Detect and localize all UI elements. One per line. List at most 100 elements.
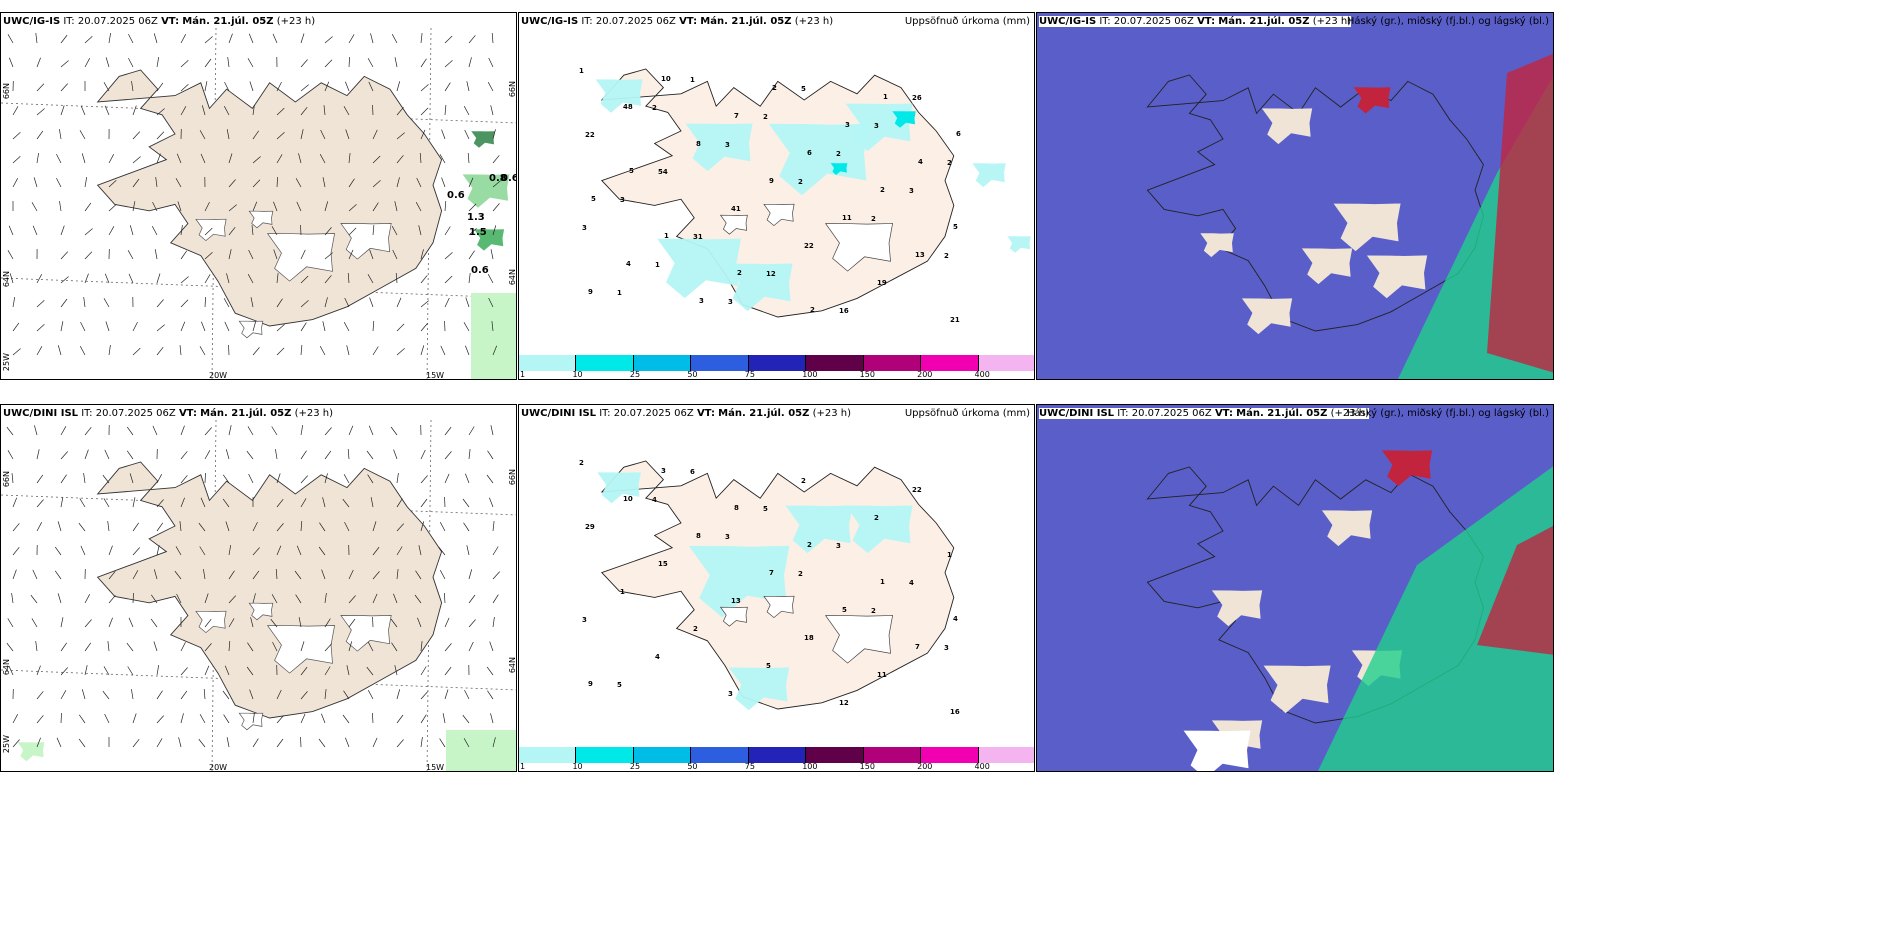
- wind-barb: [492, 571, 500, 580]
- colorbar-tick-label: 400: [974, 370, 990, 379]
- wind-barb: [80, 545, 86, 556]
- wind-barb: [7, 250, 14, 260]
- glacier: [195, 218, 227, 242]
- wind-barb: [468, 250, 475, 260]
- wind-barb: [468, 177, 474, 188]
- wind-barb: [203, 569, 206, 580]
- cloud-map[interactable]: [1037, 13, 1554, 380]
- iceland-land: [96, 69, 443, 327]
- wind-barb: [252, 713, 255, 724]
- wind-barb: [83, 297, 86, 308]
- panel-title: Uppsöfnuð úrkoma (mm): [904, 16, 1030, 27]
- panel-precip-top: UWC/IG-IS IT: 20.07.2025 06Z VT: Mán. 21…: [518, 12, 1035, 380]
- wind-barb: [465, 297, 470, 308]
- wind-barb: [300, 300, 309, 308]
- colorbar-tick-label: 400: [974, 762, 990, 771]
- precip-value-label: 9: [769, 177, 774, 185]
- precip-value-label: 19: [877, 279, 887, 287]
- wind-barb: [466, 545, 470, 556]
- wind-barb: [132, 321, 138, 332]
- wind-barb: [444, 666, 452, 676]
- wind-barb: [276, 298, 283, 308]
- wind-barb: [7, 34, 14, 44]
- wind-barb: [84, 251, 93, 260]
- wind-barb: [464, 129, 470, 140]
- wind-barb: [11, 593, 14, 604]
- wind-barb: [372, 616, 374, 628]
- wind-barb: [180, 225, 183, 236]
- wind-barb: [487, 274, 494, 284]
- wind-barb: [156, 346, 164, 356]
- precip-value-label: 5: [801, 85, 806, 93]
- precip-value-label: 2: [579, 459, 584, 467]
- wind-barb: [444, 496, 446, 508]
- wind-barb: [324, 81, 330, 92]
- wind-barb: [84, 426, 92, 436]
- wind-barb: [203, 688, 206, 700]
- wind-barb: [347, 272, 350, 284]
- wind-barb: [36, 499, 44, 508]
- precip-value-label: 2: [801, 477, 806, 485]
- wind-map[interactable]: [1, 405, 517, 772]
- precip-value-label: 2: [772, 84, 777, 92]
- wind-barb: [12, 497, 18, 508]
- wind-barb: [418, 545, 422, 556]
- colorbar-swatch: [863, 355, 922, 371]
- cloud-map[interactable]: [1037, 405, 1554, 772]
- clear-sky: [1211, 590, 1263, 627]
- wind-barb: [348, 204, 357, 212]
- colorbar-tick-label: 1: [520, 762, 526, 771]
- wind-barb: [199, 714, 206, 724]
- precip-value-label: 3: [728, 690, 733, 698]
- wind-barb: [273, 249, 278, 260]
- wind-barb: [180, 451, 188, 460]
- wind-barb: [372, 320, 375, 332]
- wind-barb: [204, 296, 206, 308]
- colorbar-tick-label: 100: [802, 370, 818, 379]
- colorbar-swatch: [748, 355, 807, 371]
- wind-barb: [180, 667, 188, 676]
- wind-barb: [250, 617, 254, 628]
- precip-value-label: 10: [623, 495, 633, 503]
- wind-barb: [396, 569, 399, 580]
- wind-barb: [414, 594, 422, 604]
- wind-barb: [59, 201, 62, 212]
- wind-barb: [9, 273, 14, 284]
- wind-barb: [347, 448, 350, 460]
- wind-barb: [367, 274, 374, 284]
- wind-barb: [108, 226, 115, 236]
- wind-barb: [372, 571, 380, 580]
- wind-barb: [300, 475, 308, 484]
- glacier: [719, 606, 748, 627]
- wind-barb: [464, 689, 470, 700]
- wind-barb: [200, 153, 206, 164]
- precip-map[interactable]: 2432235653434322112512222915131811161087…: [519, 405, 1035, 749]
- wind-barb: [395, 272, 398, 284]
- wind-barb: [6, 426, 14, 436]
- precip-value-label: 4: [655, 653, 660, 661]
- wind-barb: [250, 297, 254, 308]
- precip-value-label: 7: [769, 569, 774, 577]
- lat-label-66n: 66N: [2, 83, 11, 100]
- wind-barb: [444, 617, 450, 628]
- wind-barb: [228, 344, 230, 356]
- precip-value-label: 31: [693, 233, 703, 241]
- wind-barb: [60, 617, 64, 628]
- wind-barb: [396, 297, 402, 308]
- wind-barb: [60, 276, 69, 284]
- wind-map[interactable]: 0.60.80.61.31.50.6: [1, 13, 517, 380]
- precip-value-label: 22: [585, 131, 595, 139]
- wind-barb: [12, 714, 19, 724]
- wind-barb: [60, 105, 65, 116]
- wind-barb: [415, 570, 422, 580]
- precip-map[interactable]: 1232221122331353233112162622544122192148…: [519, 13, 1035, 357]
- wind-barb: [252, 521, 258, 532]
- wind-barb: [60, 474, 67, 484]
- wind-barb: [228, 226, 236, 236]
- wind-barb: [180, 276, 189, 284]
- wind-barb: [102, 690, 110, 700]
- colorbar-swatch: [806, 747, 864, 763]
- wind-barb: [300, 33, 305, 44]
- wind-barb: [300, 520, 303, 532]
- wind-barb: [128, 57, 134, 68]
